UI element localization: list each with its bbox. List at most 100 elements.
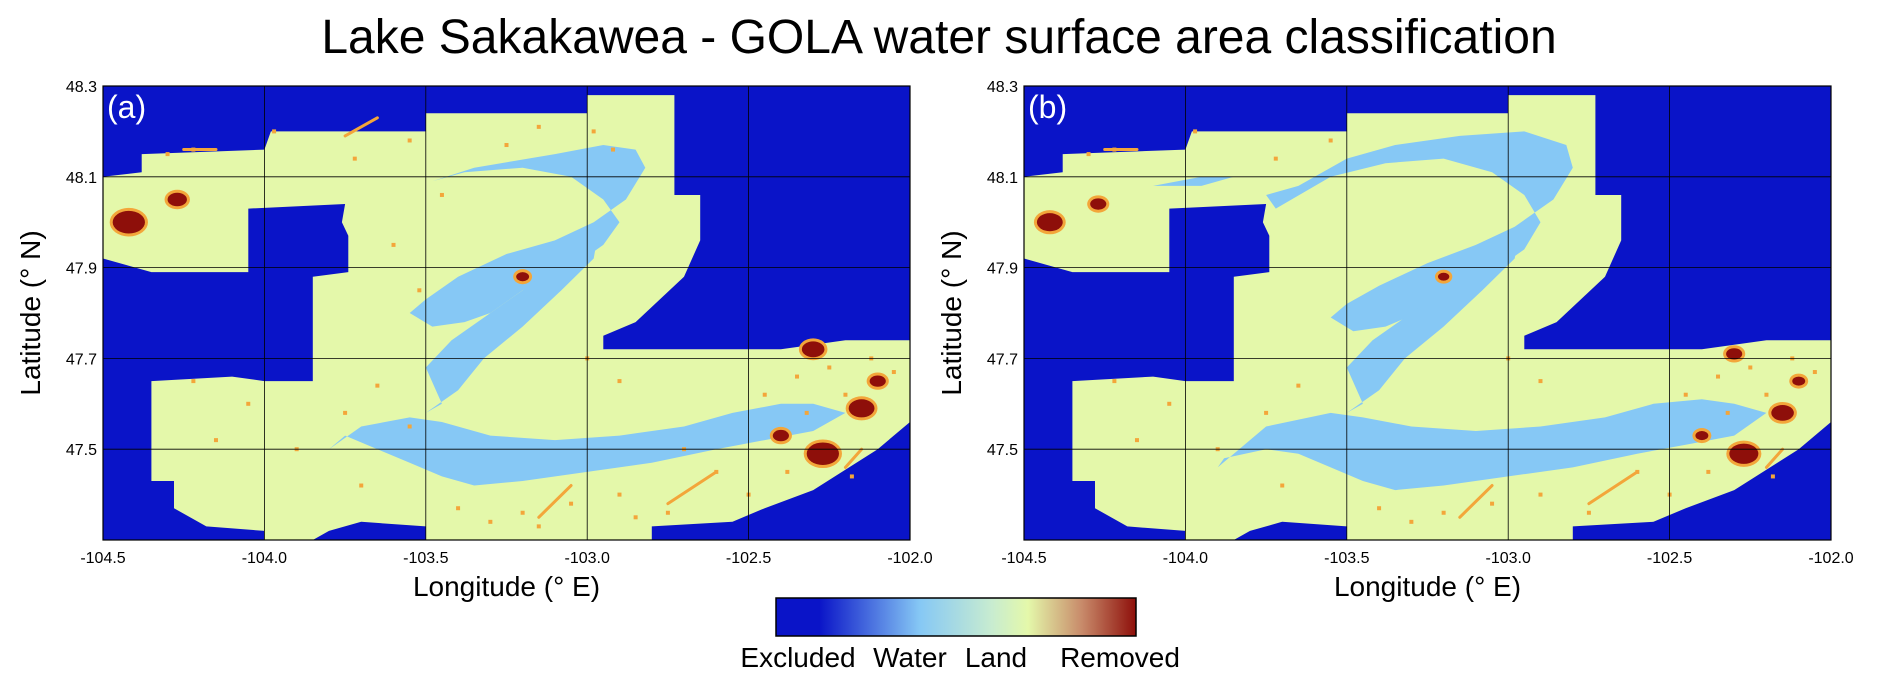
removed-pixel xyxy=(611,147,616,152)
removed-pixel xyxy=(391,242,396,247)
removed-pixel xyxy=(891,370,896,375)
removed-pixel xyxy=(843,392,848,397)
x-tick-label: -103.0 xyxy=(565,550,610,567)
removed-pixel xyxy=(488,519,493,524)
removed-streak xyxy=(537,484,573,519)
removed-pixel xyxy=(1264,410,1269,415)
removed-patch xyxy=(1792,376,1806,386)
x-tick-label: -104.5 xyxy=(1001,550,1046,567)
removed-pixel xyxy=(352,156,357,161)
removed-patch xyxy=(1771,404,1794,421)
y-tick-label: 47.9 xyxy=(987,261,1018,278)
water-region-2 xyxy=(1217,399,1767,491)
removed-pixel xyxy=(1770,474,1775,479)
removed-patch xyxy=(801,341,825,358)
y-tick-label: 48.1 xyxy=(987,170,1018,187)
y-tick-label: 48.1 xyxy=(66,170,97,187)
y-tick-label: 47.7 xyxy=(66,351,97,368)
colorbar: Excluded Water Land Removed xyxy=(740,597,1180,673)
removed-pixel xyxy=(407,424,412,429)
removed-pixel xyxy=(1280,483,1285,488)
removed-pixel xyxy=(714,469,719,474)
colorbar-label-water: Water xyxy=(873,642,947,673)
removed-patch xyxy=(1695,431,1709,441)
removed-patch xyxy=(1437,272,1450,281)
x-axis-label: Longitude (° E) xyxy=(1334,571,1521,602)
chart-title: Lake Sakakawea - GOLA water surface area… xyxy=(321,11,1556,64)
removed-streak xyxy=(343,116,379,138)
removed-pixel xyxy=(375,383,380,388)
x-tick-label: -102.5 xyxy=(726,550,771,567)
plot-frame xyxy=(102,85,911,541)
removed-patch xyxy=(167,192,187,207)
x-tick-label: -102.5 xyxy=(1647,550,1692,567)
removed-pixel xyxy=(1086,152,1091,157)
removed-pixel xyxy=(804,410,809,415)
removed-patch xyxy=(848,399,875,418)
removed-pixel xyxy=(1764,392,1769,397)
removed-pixel xyxy=(456,506,461,511)
x-tick-label: -103.5 xyxy=(1324,550,1369,567)
removed-pixel xyxy=(569,501,574,506)
plot-frame xyxy=(1023,85,1832,541)
removed-pixel xyxy=(1538,492,1543,497)
removed-pixel xyxy=(1273,156,1278,161)
removed-pixel xyxy=(617,492,622,497)
removed-pixel xyxy=(191,147,196,152)
removed-pixel xyxy=(762,392,767,397)
colorbar-label-excluded: Excluded xyxy=(740,642,855,673)
removed-pixel xyxy=(343,410,348,415)
removed-pixel xyxy=(785,469,790,474)
y-tick-label: 47.9 xyxy=(66,261,97,278)
removed-pixel xyxy=(827,365,832,370)
removed-pixel xyxy=(272,129,277,134)
removed-pixel xyxy=(633,515,638,520)
removed-pixel xyxy=(617,379,622,384)
panel-b: -104.5 -104.0 -103.5 -103.0 -102.5 -102.0 47.5… xyxy=(936,79,1854,602)
water-region-0 xyxy=(1266,131,1573,332)
y-tick-label: 47.7 xyxy=(987,351,1018,368)
panel-map xyxy=(103,86,910,540)
x-tick-label: -102.0 xyxy=(887,550,932,567)
removed-pixel xyxy=(1812,370,1817,375)
removed-streak xyxy=(843,447,864,469)
removed-pixel xyxy=(1748,365,1753,370)
removed-pixel xyxy=(1635,469,1640,474)
panel-label: (b) xyxy=(1028,89,1067,125)
panel-a: -104.5 -104.0 -103.5 -103.0 -102.5 -102.0 47.5… xyxy=(15,79,933,602)
removed-pixel xyxy=(1538,379,1543,384)
removed-patch xyxy=(112,210,145,234)
removed-streak xyxy=(666,470,718,506)
removed-pixel xyxy=(213,438,218,443)
removed-pixel xyxy=(536,524,541,529)
y-tick-label: 48.3 xyxy=(66,79,97,96)
x-axis-label: Longitude (° E) xyxy=(413,571,600,602)
y-tick-label: 47.5 xyxy=(66,442,97,459)
water-region-1 xyxy=(1346,240,1518,413)
removed-patch xyxy=(869,375,886,387)
removed-pixel xyxy=(1112,147,1117,152)
panel-map xyxy=(1024,86,1831,540)
water-region-0 xyxy=(409,145,646,327)
x-tick-label: -104.5 xyxy=(80,550,125,567)
removed-pixel xyxy=(1586,510,1591,515)
removed-pixel xyxy=(665,510,670,515)
removed-patch xyxy=(772,429,789,442)
removed-pixel xyxy=(417,288,422,293)
removed-pixel xyxy=(407,138,412,143)
y-tick-label: 48.3 xyxy=(987,79,1018,96)
water-region-3 xyxy=(1153,176,1234,186)
removed-pixel xyxy=(165,152,170,157)
x-tick-label: -103.0 xyxy=(1486,550,1531,567)
panel-label: (a) xyxy=(107,89,146,125)
removed-pixel xyxy=(1167,401,1172,406)
removed-pixel xyxy=(1296,383,1301,388)
removed-pixel xyxy=(246,401,251,406)
removed-pixel xyxy=(439,192,444,197)
x-tick-label: -103.5 xyxy=(403,550,448,567)
removed-pixel xyxy=(1377,506,1382,511)
removed-patch xyxy=(516,272,530,282)
colorbar-gradient xyxy=(775,597,1137,637)
x-tick-label: -104.0 xyxy=(1163,550,1208,567)
